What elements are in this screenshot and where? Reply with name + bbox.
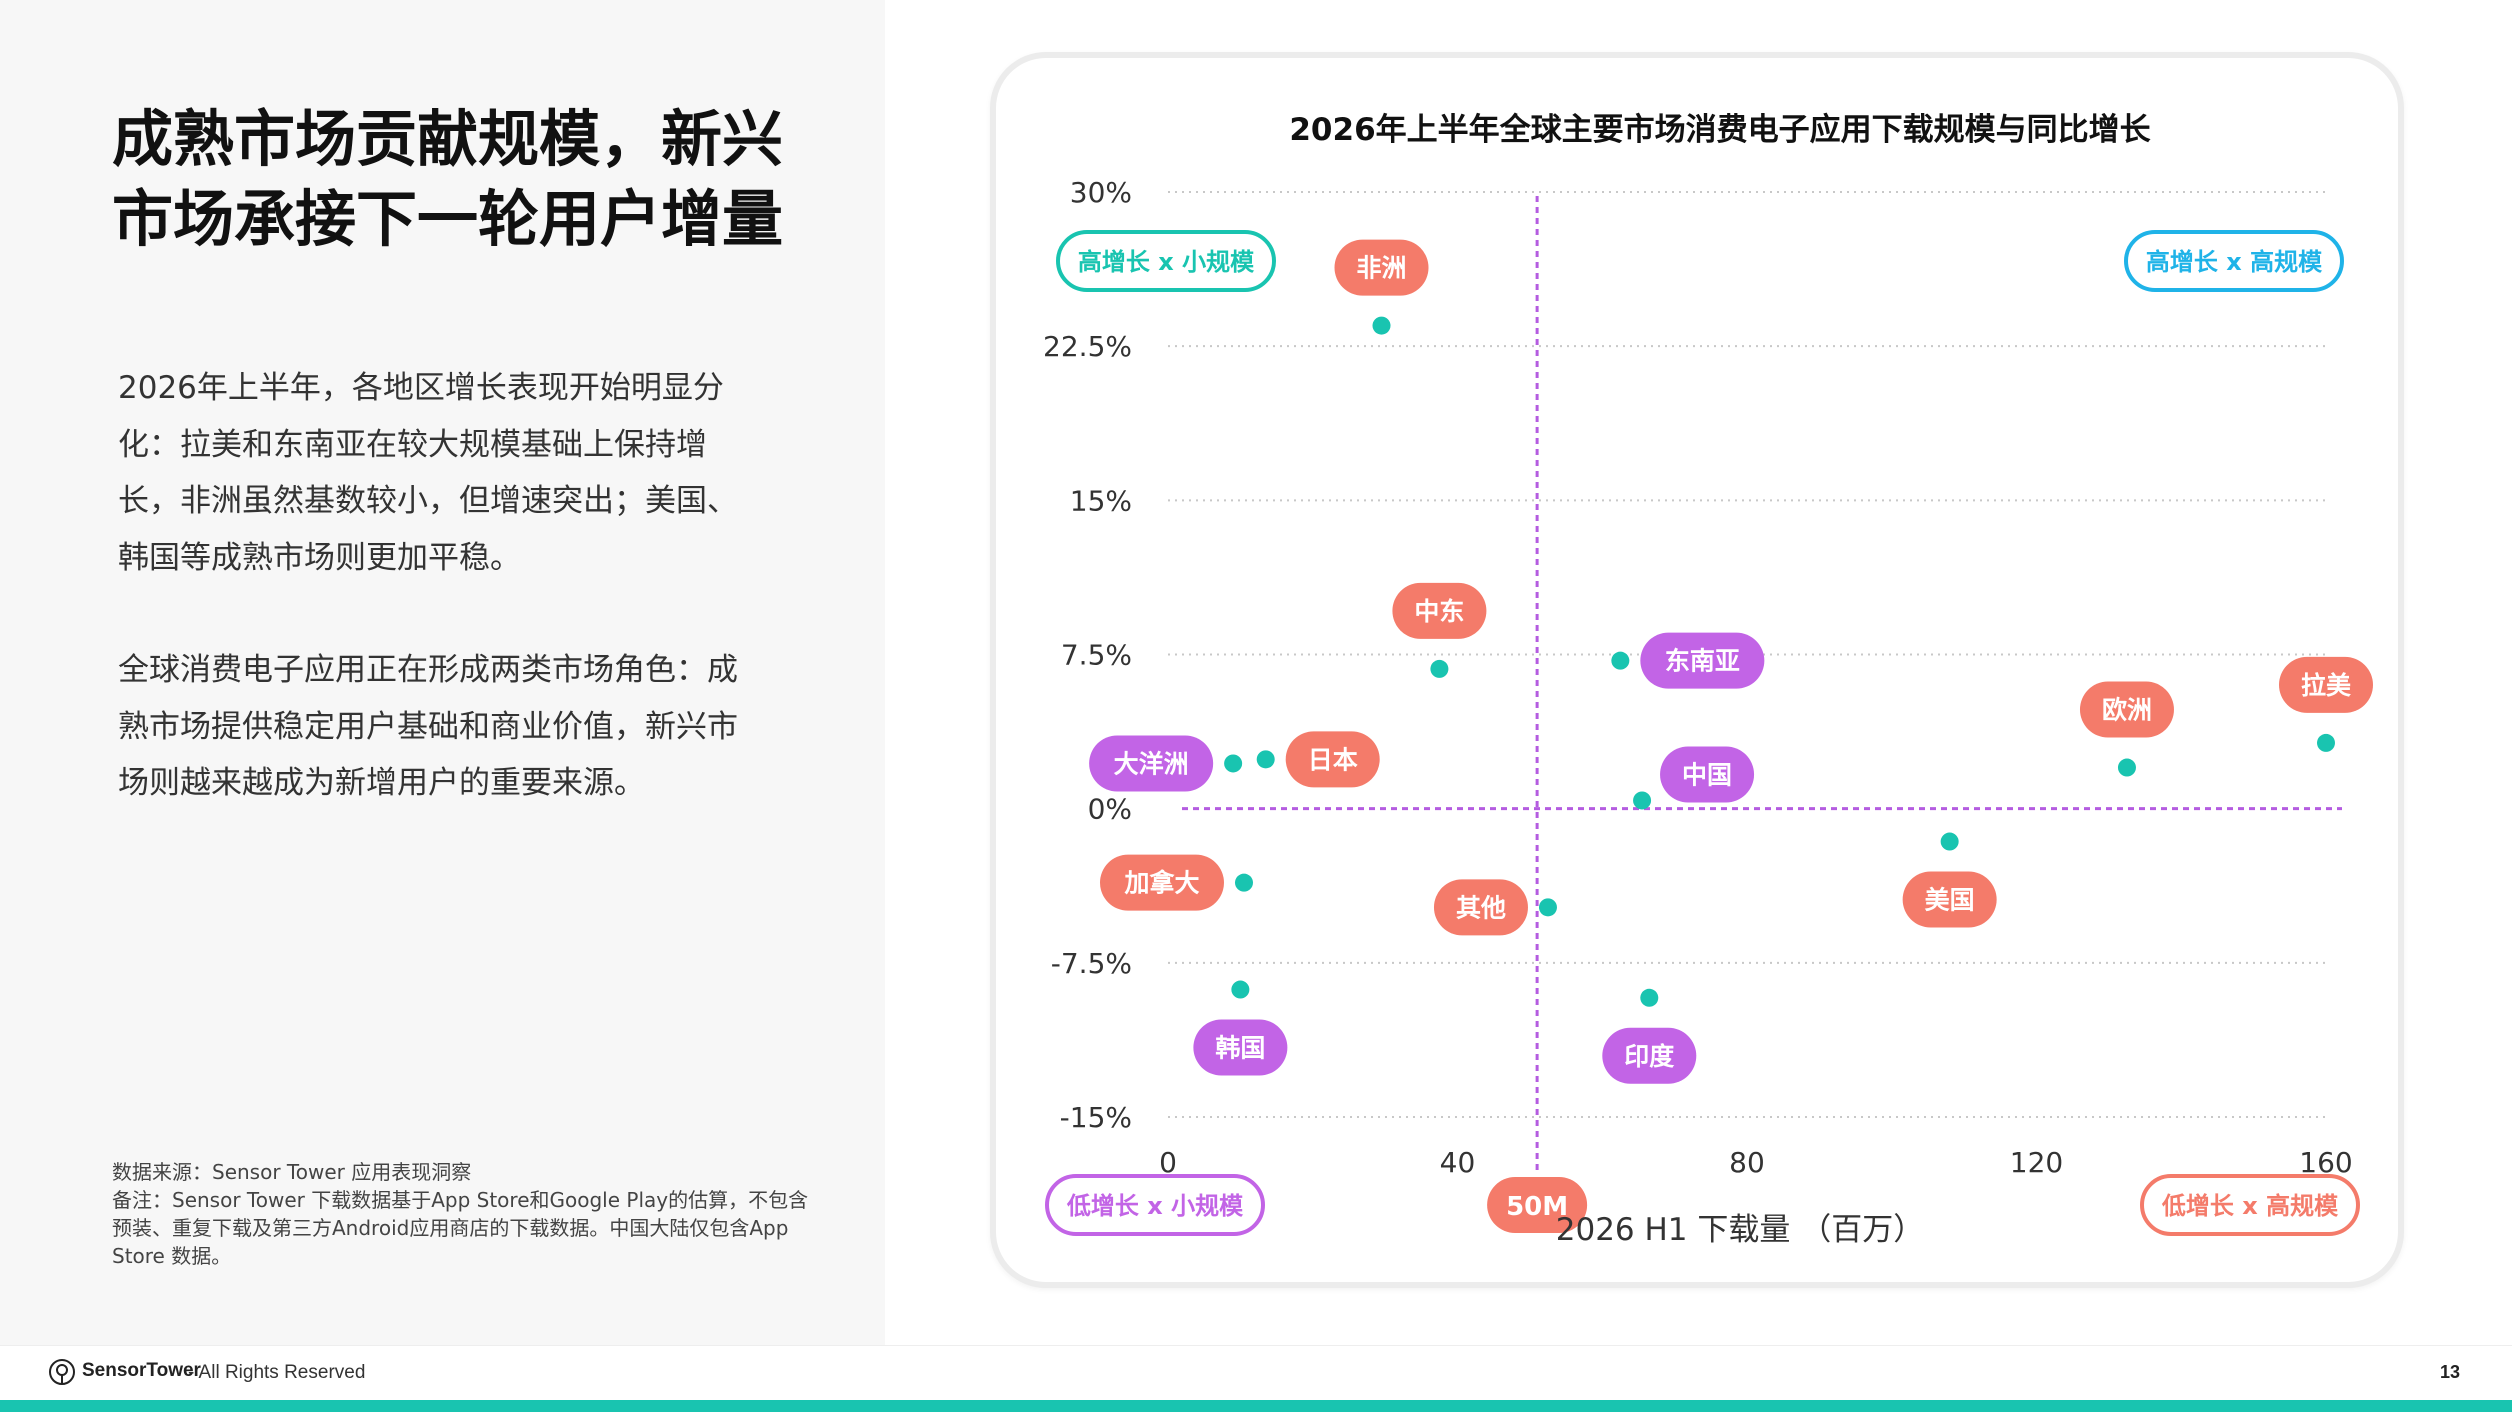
data-point: [1640, 988, 1659, 1007]
svg-text:高增长 x 小规模: 高增长 x 小规模: [1078, 248, 1255, 276]
svg-text:其他: 其他: [1456, 893, 1506, 922]
reference-lines: 50M: [1182, 196, 2342, 1233]
x-tick-label: 0: [1159, 1146, 1177, 1179]
bottom-accent-bar: [0, 1400, 2512, 1412]
svg-text:韩国: 韩国: [1215, 1034, 1265, 1063]
svg-text:中国: 中国: [1682, 760, 1732, 789]
point-label: 欧洲: [2079, 681, 2174, 738]
data-point: [2317, 733, 2335, 752]
data-point: [1256, 750, 1275, 769]
x-tick-label: 80: [1729, 1146, 1765, 1179]
point-label: 非洲: [1334, 239, 1429, 296]
svg-text:印度: 印度: [1624, 1042, 1674, 1071]
svg-text:大洋洲: 大洋洲: [1114, 749, 1189, 778]
footer-divider: [0, 1345, 2512, 1346]
page-headline: 成熟市场贡献规模，新兴市场承接下一轮用户增量: [112, 104, 784, 255]
quadrant-label-bottom-right: 低增长 x 高规模: [2140, 1174, 2360, 1236]
footer-rights: - All Rights Reserved: [188, 1362, 366, 1383]
methodology-note: 备注：Sensor Tower 下载数据基于App Store和Google P…: [112, 1188, 809, 1268]
y-tick-label: 30%: [1070, 176, 1132, 209]
point-label: 其他: [1433, 879, 1528, 936]
svg-text:日本: 日本: [1308, 745, 1358, 774]
svg-text:中东: 中东: [1414, 597, 1464, 626]
data-point: [2117, 758, 2136, 777]
point-label: 韩国: [1193, 1019, 1288, 1076]
x-tick-label: 120: [2010, 1146, 2063, 1179]
y-tick-label: -15%: [1060, 1101, 1132, 1134]
point-label: 美国: [1902, 871, 1997, 928]
point-label: 日本: [1285, 731, 1380, 788]
y-tick-label: 15%: [1070, 484, 1132, 517]
footer-brand: SensorTower: [82, 1360, 201, 1381]
intro-paragraph: 2026年上半年，各地区增长表现开始明显分化：拉美和东南亚在较大规模基础上保持增…: [118, 370, 738, 576]
data-point: [1234, 873, 1253, 892]
x-axis-title: 2026 H1 下载量 （百万）: [1556, 1212, 1925, 1248]
point-label: 加拿大: [1099, 854, 1224, 911]
point-label: 中东: [1392, 582, 1487, 639]
chart-title: 2026年上半年全球主要市场消费电子应用下载规模与同比增长: [1289, 112, 2150, 148]
point-label: 大洋洲: [1089, 735, 1214, 792]
data-point: [1372, 316, 1391, 335]
y-tick-label: 22.5%: [1043, 330, 1132, 363]
svg-text:美国: 美国: [1925, 886, 1975, 915]
svg-text:50M: 50M: [1506, 1192, 1568, 1222]
point-label: 印度: [1602, 1027, 1697, 1084]
data-point: [1633, 791, 1652, 810]
y-tick-label: 0%: [1088, 793, 1132, 826]
data-point: [1430, 659, 1449, 678]
data-points: [1224, 316, 2335, 1007]
reference-line-label: 50M: [1487, 1177, 1588, 1233]
point-label: 拉美: [2279, 656, 2373, 713]
svg-text:低增长 x 小规模: 低增长 x 小规模: [1066, 1192, 1244, 1220]
data-point: [1231, 980, 1250, 999]
axis-ticks: 30% 22.5% 15% 7.5% 0% -7.5% -15% 0 40 80 120 160: [1043, 176, 2353, 1179]
sensor-tower-logo-icon: [49, 1359, 75, 1385]
svg-text:欧洲: 欧洲: [2102, 696, 2152, 725]
x-tick-label: 160: [2299, 1146, 2352, 1179]
svg-text:高增长 x 高规模: 高增长 x 高规模: [2146, 248, 2323, 276]
data-point: [1940, 832, 1959, 851]
point-label: 东南亚: [1640, 632, 1765, 689]
svg-text:低增长 x 高规模: 低增长 x 高规模: [2161, 1192, 2339, 1220]
svg-text:拉美: 拉美: [2301, 671, 2351, 700]
y-tick-label: -7.5%: [1051, 947, 1132, 980]
x-tick-label: 40: [1440, 1146, 1476, 1179]
svg-text:加拿大: 加拿大: [1123, 869, 1199, 898]
role-paragraph: 全球消费电子应用正在形成两类市场角色：成熟市场提供稳定用户基础和商业价值，新兴市…: [118, 652, 738, 801]
data-point: [1224, 754, 1243, 773]
y-tick-label: 7.5%: [1061, 639, 1132, 672]
svg-text:非洲: 非洲: [1356, 254, 1406, 283]
page-number: 13: [2439, 1362, 2460, 1382]
left-panel: [0, 0, 885, 1345]
data-source-note: 数据来源：Sensor Tower 应用表现洞察: [112, 1160, 472, 1184]
data-point: [1538, 898, 1557, 917]
quadrant-label-top-right: 高增长 x 高规模: [2124, 230, 2344, 292]
scatter-chart: 2026年上半年全球主要市场消费电子应用下载规模与同比增长 30% 22.5% 15…: [1043, 112, 2373, 1248]
quadrant-label-bottom-left: 低增长 x 小规模: [1045, 1174, 1265, 1236]
point-label: 中国: [1660, 746, 1755, 803]
svg-text:东南亚: 东南亚: [1665, 647, 1740, 676]
footnote: 数据来源：Sensor Tower 应用表现洞察 备注：Sensor Tower…: [112, 1158, 812, 1270]
data-point: [1611, 651, 1630, 670]
quadrant-label-top-left: 高增长 x 小规模: [1056, 230, 1276, 292]
